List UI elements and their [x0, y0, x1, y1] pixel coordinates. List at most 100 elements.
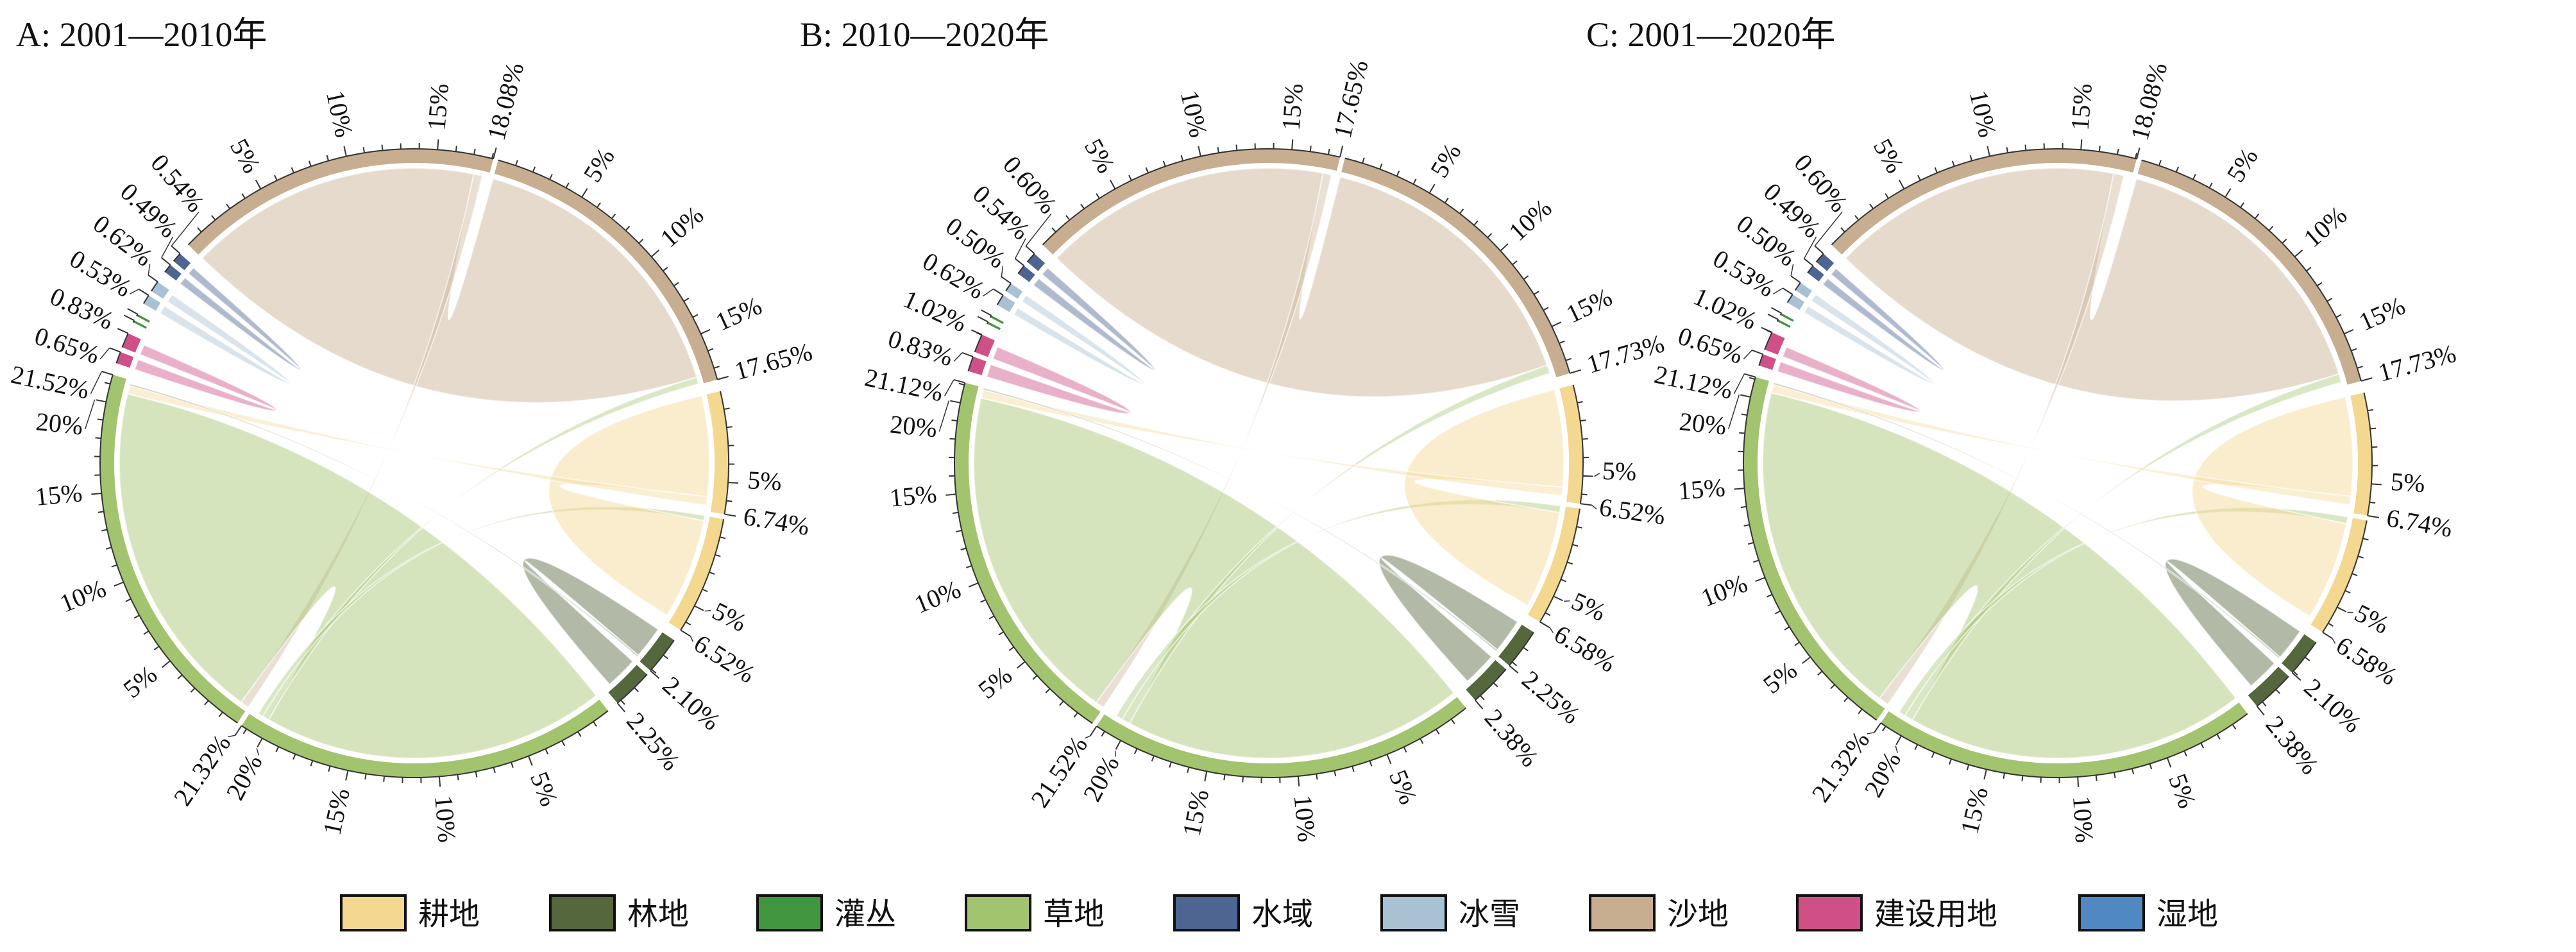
- label-leader-line: [1773, 287, 1783, 294]
- minor-tick: [1134, 748, 1138, 754]
- legend-label: 水域: [1251, 896, 1313, 932]
- major-tick: [96, 399, 106, 403]
- minor-tick: [651, 668, 657, 674]
- minor-tick: [1581, 493, 1588, 496]
- major-tick: [968, 582, 979, 588]
- minor-tick: [218, 711, 223, 717]
- tick-label: 5%: [1079, 134, 1121, 178]
- label-leader-line: [1594, 473, 1600, 477]
- end-tick: [493, 148, 497, 159]
- minor-tick: [956, 529, 962, 532]
- minor-tick: [1145, 167, 1149, 173]
- minor-tick: [1830, 684, 1835, 690]
- end-tick: [161, 257, 171, 266]
- chord-ribbon: [1121, 364, 1551, 725]
- tick-label: 15%: [317, 786, 355, 838]
- sector-arc: [136, 314, 150, 323]
- tick-label: 5%: [1567, 586, 1610, 627]
- minor-tick: [125, 598, 131, 602]
- minor-tick: [565, 182, 570, 189]
- sector-arc: [2310, 518, 2367, 633]
- minor-tick: [2114, 772, 2116, 779]
- minor-tick: [1533, 291, 1539, 295]
- major-tick: [255, 180, 262, 189]
- end-tick: [234, 725, 242, 736]
- minor-tick: [2335, 314, 2342, 318]
- axis-line: [953, 382, 1093, 724]
- minor-tick: [105, 547, 112, 550]
- axis-line: [2256, 676, 2289, 707]
- major-tick: [1551, 321, 1562, 327]
- sector-arc: [1559, 384, 1584, 504]
- minor-tick: [2282, 239, 2287, 244]
- label-leader-line: [90, 371, 103, 394]
- sector-arc: [1795, 282, 1812, 298]
- minor-tick: [1008, 646, 1015, 651]
- major-tick: [438, 776, 441, 787]
- tick-label: 5%: [2221, 143, 2264, 187]
- value-label: 21.12%: [1652, 360, 1735, 405]
- minor-tick: [1403, 746, 1407, 752]
- minor-tick: [2262, 701, 2267, 707]
- legend-item-construction: 建设用地: [1796, 894, 1997, 932]
- sector-arc: [1498, 624, 1534, 666]
- end-tick: [1089, 726, 1097, 736]
- minor-tick: [1151, 755, 1155, 761]
- minor-tick: [1379, 163, 1383, 169]
- minor-tick: [1572, 543, 1579, 547]
- minor-tick: [1450, 718, 1455, 724]
- major-tick: [162, 660, 171, 668]
- sector-arc: [2282, 634, 2316, 673]
- axis-line: [136, 314, 139, 317]
- sector-arc: [1816, 253, 1835, 271]
- minor-tick: [2275, 688, 2281, 694]
- minor-tick: [2357, 366, 2363, 369]
- minor-tick: [1869, 203, 1874, 209]
- legend-item-wetland: 湿地: [2078, 894, 2218, 932]
- axis-line: [990, 315, 992, 318]
- label-leader-line: [938, 400, 950, 432]
- end-tick: [1339, 146, 1344, 157]
- major-tick: [1740, 394, 1751, 398]
- minor-tick: [1580, 419, 1586, 422]
- minor-tick: [1741, 413, 1747, 416]
- axis-line: [115, 352, 121, 364]
- label-leader-line: [1803, 236, 1817, 259]
- minor-tick: [545, 748, 549, 754]
- minor-tick: [493, 767, 496, 774]
- end-tick: [1570, 369, 1582, 374]
- major-tick: [1755, 577, 1765, 582]
- minor-tick: [153, 645, 160, 650]
- minor-tick: [1969, 155, 1973, 161]
- end-tick: [1814, 245, 1824, 255]
- sector-arc: [151, 282, 169, 299]
- minor-tick: [511, 761, 514, 769]
- minor-tick: [1032, 675, 1038, 680]
- minor-tick: [2268, 225, 2274, 231]
- legend-item-water: 水域: [1173, 894, 1313, 932]
- minor-tick: [1187, 767, 1190, 773]
- sector-arc: [1777, 319, 1791, 328]
- sector-arc: [990, 315, 1004, 324]
- major-tick: [114, 581, 124, 587]
- axis-line: [241, 710, 609, 779]
- end-tick: [680, 629, 691, 637]
- label-leader-line: [1084, 735, 1091, 739]
- axis-ticks: [91, 139, 739, 787]
- major-tick: [945, 493, 956, 496]
- minor-tick: [673, 282, 679, 287]
- major-tick: [950, 400, 961, 404]
- end-tick: [1874, 722, 1881, 733]
- tick-label: 10%: [2067, 795, 2099, 844]
- sector-arc: [1743, 377, 1885, 720]
- minor-tick: [998, 631, 1004, 636]
- minor-tick: [104, 382, 111, 385]
- minor-tick: [713, 366, 720, 369]
- sector-arc: [1027, 253, 1046, 271]
- tick-label: 5%: [1868, 134, 1910, 178]
- label-leader-line: [2332, 638, 2336, 644]
- minor-tick: [708, 348, 714, 352]
- value-label: 2.38%: [2260, 710, 2325, 779]
- minor-tick: [2306, 267, 2312, 272]
- sector-arc: [640, 632, 674, 671]
